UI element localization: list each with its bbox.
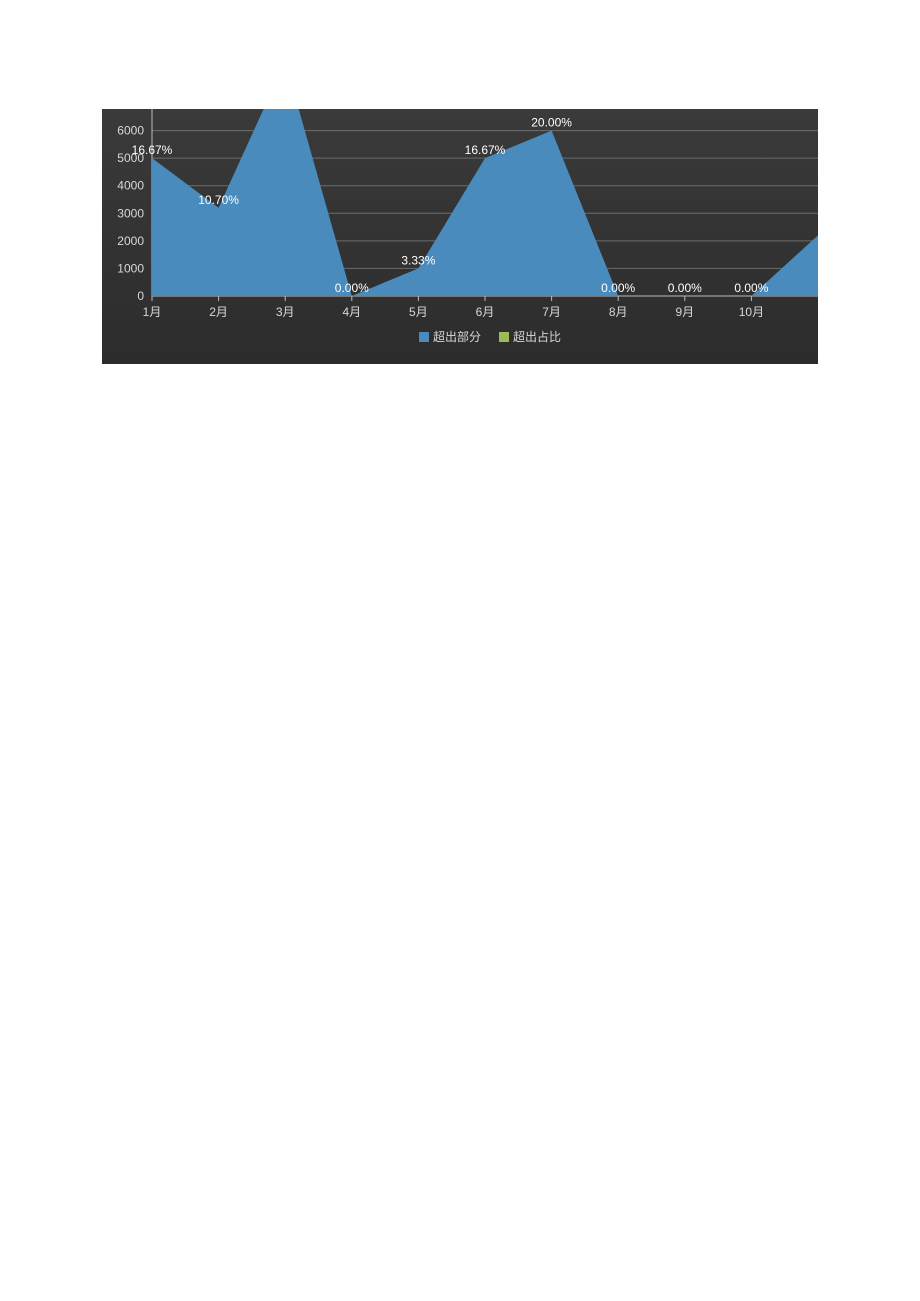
y-tick-label: 1000	[117, 261, 144, 275]
data-label: 3.33%	[401, 253, 435, 267]
y-tick-label: 6000	[117, 124, 144, 138]
data-label: 16.67%	[132, 143, 173, 157]
y-tick-label: 0	[137, 289, 144, 303]
data-label: 16.67%	[465, 143, 506, 157]
data-label: 0.00%	[335, 281, 369, 295]
y-tick-label: 3000	[117, 206, 144, 220]
x-tick-label: 1月	[143, 305, 162, 319]
x-tick-label: 10月	[739, 305, 764, 319]
x-tick-label: 2月	[209, 305, 228, 319]
legend-swatch	[419, 332, 429, 342]
data-label: 10.70%	[198, 193, 239, 207]
x-tick-label: 8月	[609, 305, 628, 319]
data-label: 0.00%	[734, 281, 768, 295]
data-label: 0.00%	[668, 281, 702, 295]
y-tick-label: 4000	[117, 179, 144, 193]
x-tick-label: 9月	[675, 305, 694, 319]
x-tick-label: 3月	[276, 305, 295, 319]
legend-label: 超出占比	[513, 329, 561, 344]
legend-label: 超出部分	[433, 329, 481, 344]
x-tick-label: 4月	[342, 305, 361, 319]
data-label: 0.00%	[601, 281, 635, 295]
x-tick-label: 7月	[542, 305, 561, 319]
x-tick-label: 5月	[409, 305, 428, 319]
legend-swatch	[499, 332, 509, 342]
y-tick-label: 2000	[117, 234, 144, 248]
data-label: 20.00%	[531, 116, 572, 130]
area-chart: 01000200030004000500060001月2月3月4月5月6月7月8…	[102, 109, 818, 364]
x-tick-label: 6月	[476, 305, 495, 319]
